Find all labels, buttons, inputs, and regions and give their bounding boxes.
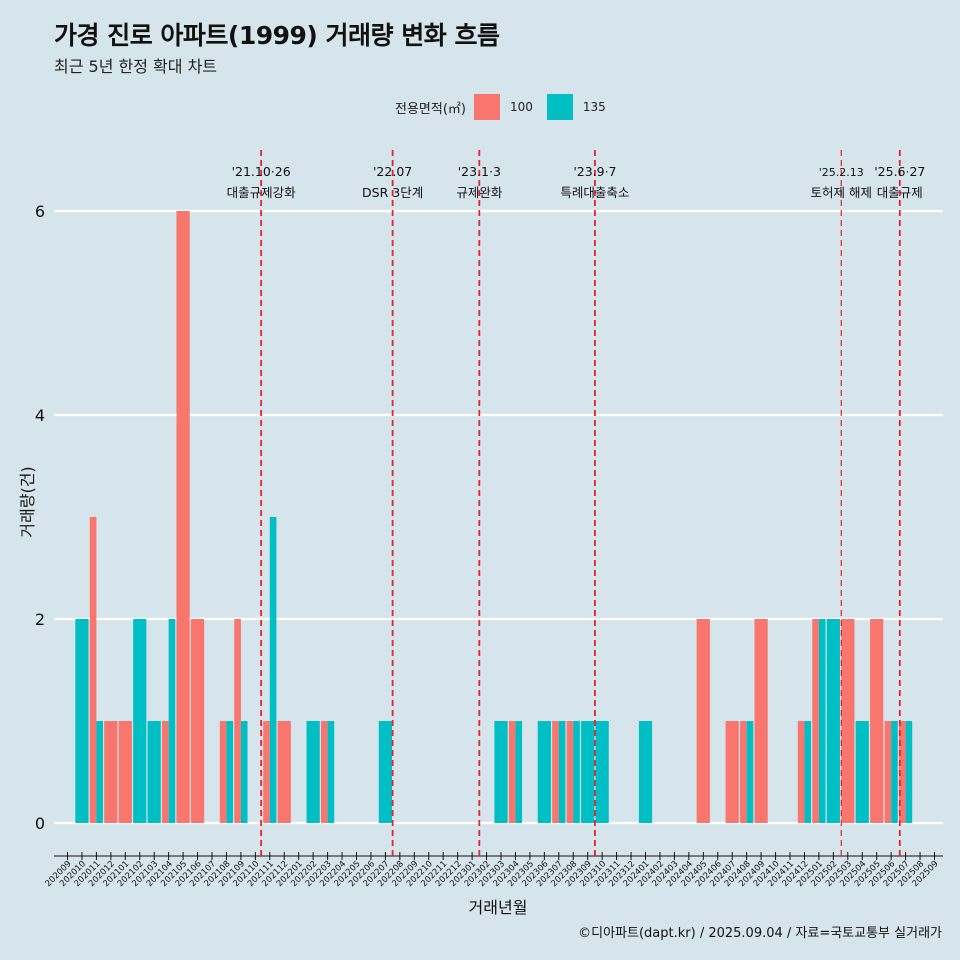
bar-135-202202 (306, 721, 320, 823)
event-label-2: 규제완화 (456, 185, 503, 200)
bar-135-202303 (494, 721, 508, 823)
bar-100-202307 (552, 721, 559, 823)
bar-135-202401 (638, 721, 653, 823)
bar-135-202408 (746, 721, 754, 823)
chart-subtitle: 최근 5년 한정 확대 차트 (54, 57, 218, 76)
bar-135-202412 (804, 721, 812, 823)
bar-135-202506 (891, 721, 898, 823)
bar-135-202307 (558, 721, 566, 823)
bar-135-202203 (327, 721, 335, 823)
bar-100-202104 (162, 721, 169, 823)
source-caption: ©디아파트(dapt.kr) / 2025.09.04 / 자료=국토교통부 실… (578, 926, 942, 941)
bar-135-202010 (75, 619, 89, 823)
bar-135-202108 (226, 721, 234, 823)
bar-100-202203 (320, 721, 328, 823)
bar-135-202501 (818, 619, 826, 823)
bar-100-202505 (870, 619, 884, 823)
event-date-2: '23.1·3 (458, 164, 501, 179)
bar-135-202309 (581, 721, 595, 823)
bar-100-202105 (176, 211, 190, 823)
legend-label-100: 100 (509, 100, 533, 114)
bar-100-202409 (754, 619, 768, 823)
legend-swatch-135 (546, 94, 573, 120)
bar-100-202405 (696, 619, 710, 823)
bar-100-202111 (263, 721, 270, 823)
bar-135-202502 (826, 619, 840, 823)
bar-100-202506 (884, 721, 892, 823)
legend: 전용면적(㎡) 100 135 (395, 94, 620, 120)
bar-100-202503 (841, 619, 855, 823)
bar-100-202012 (104, 721, 118, 823)
bar-100-202408 (740, 721, 747, 823)
bar-100-202308 (566, 721, 574, 823)
event-date-5: '25.6·27 (874, 164, 925, 179)
bar-100-202109 (234, 619, 241, 823)
y-axis-title: 거래량(건) (18, 466, 37, 537)
event-date-0: '21.10·26 (232, 164, 291, 179)
event-label-5: 대출규제 (877, 185, 923, 200)
bar-100-202101 (118, 721, 132, 823)
bar-100-202507 (898, 721, 906, 823)
y-tick-label: 2 (35, 610, 45, 629)
bar-135-202504 (855, 721, 869, 823)
bar-135-202310 (595, 721, 609, 823)
legend-label-135: 135 (582, 100, 606, 114)
bar-100-202501 (812, 619, 819, 823)
event-label-1: DSR 3단계 (362, 185, 423, 200)
bar-135-202103 (147, 721, 161, 823)
legend-swatch-100 (473, 94, 500, 120)
event-date-3: '23.9·7 (573, 164, 616, 179)
bar-100-202412 (797, 721, 805, 823)
x-axis-title: 거래년월 (469, 898, 528, 917)
legend-title: 전용면적(㎡) (395, 101, 466, 117)
bar-135-202111 (269, 517, 277, 823)
bar-135-202109 (240, 721, 248, 823)
bar-100-202108 (219, 721, 227, 823)
bar-100-202011 (89, 517, 97, 823)
bar-135-202011 (96, 721, 104, 823)
event-label-0: 대출규제강화 (227, 185, 297, 200)
bar-100-202407 (725, 721, 739, 823)
y-tick-label: 0 (35, 814, 45, 833)
bar-135-202304 (515, 721, 523, 823)
bar-135-202308 (573, 721, 580, 823)
bar-100-202112 (277, 721, 291, 823)
bar-135-202507 (905, 721, 913, 823)
bar-100-202106 (190, 619, 205, 823)
bar-135-202104 (168, 619, 176, 823)
event-date-1: '22.07 (373, 164, 412, 179)
chart-title: 가경 진로 아파트(1999) 거래량 변화 흐름 (54, 21, 500, 50)
bar-135-202306 (537, 721, 551, 823)
event-label-3: 특례대출축소 (560, 185, 629, 200)
y-tick-label: 4 (35, 406, 45, 425)
bar-135-202102 (133, 619, 147, 823)
event-date-4: '25.2.13 (819, 166, 864, 179)
y-tick-label: 6 (35, 202, 45, 221)
event-label-4: 토허제 해제 (811, 185, 872, 200)
bar-135-202207 (378, 721, 393, 823)
bar-100-202304 (508, 721, 516, 823)
